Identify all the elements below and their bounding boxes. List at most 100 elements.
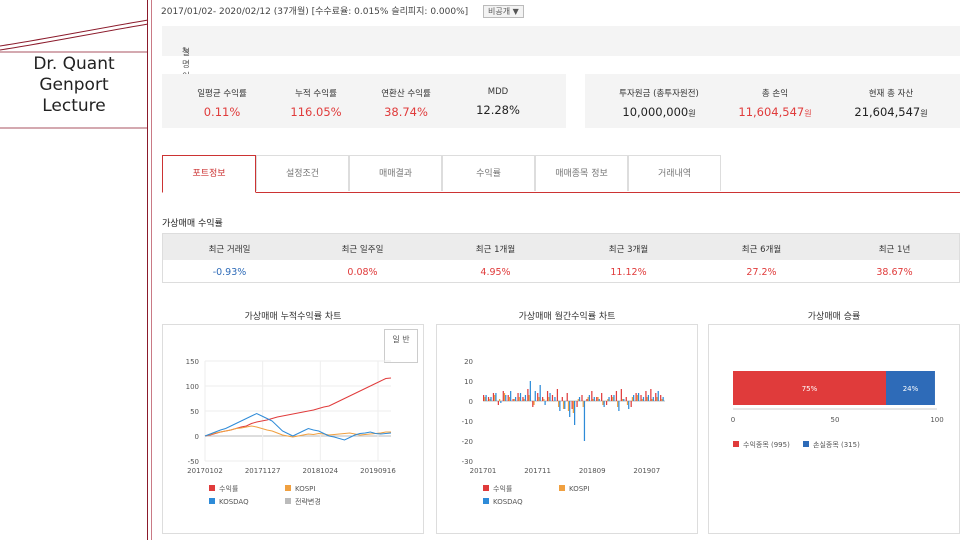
bar [494, 395, 496, 401]
result-tabs: 포트정보 설정조건 매매결과 수익률 매매종목 정보 거래내역 [162, 155, 960, 193]
tab-returns[interactable]: 수익률 [442, 155, 535, 191]
bar [640, 395, 642, 401]
cumulative-return-chart: -50 0 50 100 150 20170102 20171127 20181024 2019… [186, 358, 397, 506]
slide-title-line: Dr. Quant [33, 54, 115, 74]
stat-label: 현재 총 자산 [868, 89, 914, 99]
stat-value: 0.11% [203, 105, 241, 119]
visibility-select[interactable]: 비공개 ▼ [483, 5, 524, 18]
bar [537, 393, 539, 401]
legend-label: 전략변경 [295, 497, 321, 506]
x-tick-label: 100 [930, 416, 943, 424]
legend-label: 손실종목 (315) [813, 440, 860, 449]
stat-label: 투자원금 (총투자원전) [619, 89, 699, 99]
x-tick-label: 0 [731, 416, 735, 424]
bar [490, 397, 492, 401]
bar [587, 397, 589, 401]
bar [630, 401, 632, 407]
visibility-value: 비공개 [488, 7, 511, 16]
bar [582, 401, 584, 407]
returns-header-cell: 최근 1년 [878, 245, 911, 255]
x-tick-label: 20181024 [302, 467, 338, 475]
cumulative-chart-panel: 일 반 -50 0 50 100 150 20170102 20171127 20181024… [162, 324, 424, 534]
chart-toggle-button[interactable]: 일 반 [384, 329, 418, 363]
bar [553, 401, 555, 402]
returns-value-cell: 4.95% [480, 267, 511, 278]
bar [617, 401, 619, 407]
legend-swatch [209, 498, 215, 504]
bar [603, 401, 605, 407]
bar [505, 395, 507, 401]
bar [637, 393, 640, 401]
bar [625, 397, 627, 401]
stat-number: 10,000,000 [622, 105, 689, 119]
bar [546, 391, 549, 401]
bar [508, 397, 511, 401]
period-settings-text: 2017/01/02- 2020/02/12 (37개월) [수수료율: 0.0… [161, 7, 469, 17]
bar [524, 395, 527, 401]
y-tick-label: 10 [464, 378, 473, 386]
tab-trade-results[interactable]: 매매결과 [349, 155, 442, 191]
segment-label: 75% [802, 385, 818, 393]
tab-trade-history[interactable]: 거래내역 [628, 155, 721, 191]
x-tick-label: 20170102 [187, 467, 223, 475]
bar [522, 397, 524, 401]
bar [650, 389, 652, 401]
bar [548, 397, 550, 401]
stat-value: 116.05% [290, 105, 342, 119]
bar [498, 399, 501, 401]
bar [651, 399, 653, 401]
bar [523, 399, 525, 401]
bar [571, 401, 573, 409]
tab-stock-info[interactable]: 매매종목 정보 [535, 155, 628, 191]
bar [647, 395, 650, 401]
bar [512, 399, 514, 401]
bar [534, 391, 536, 401]
bar [596, 397, 598, 401]
bar [529, 381, 531, 401]
bar [613, 395, 615, 401]
legend-swatch [483, 498, 489, 504]
bar [626, 401, 629, 405]
winrate-chart: 75% 24% 0 50 100 수익종목 (995) 손실종목 (315) [731, 371, 944, 449]
x-tick-label: 201701 [470, 467, 497, 475]
slide-divider [147, 0, 148, 540]
x-tick-label: 201809 [579, 467, 606, 475]
bar [542, 397, 544, 401]
stat-total-pnl: 총 손익 11,604,547원 [715, 74, 835, 119]
x-tick-label: 50 [831, 416, 840, 424]
y-tick-label: -30 [462, 458, 473, 466]
slide-divider-2 [151, 0, 152, 540]
bar [567, 401, 570, 411]
bar [635, 393, 637, 401]
bar [489, 399, 491, 401]
tab-settings[interactable]: 설정조건 [256, 155, 349, 191]
stat-value: 11,604,547원 [715, 105, 835, 119]
legend-swatch [285, 485, 291, 491]
y-tick-label: 50 [190, 408, 199, 416]
legend-swatch [483, 485, 489, 491]
chart-title-cumulative: 가상매매 누적수익률 차트 [244, 312, 342, 322]
returns-header-cell: 최근 6개월 [741, 245, 782, 255]
bar [660, 395, 662, 401]
bar [620, 389, 622, 401]
tab-port-info[interactable]: 포트정보 [162, 155, 256, 193]
bar [623, 399, 625, 401]
bar [610, 395, 613, 401]
edit-pencil-icon[interactable]: ✎ [182, 46, 190, 56]
bar [645, 391, 647, 401]
winrate-segment [733, 371, 886, 405]
bar [554, 397, 556, 401]
bar [514, 397, 517, 401]
returns-table-header [163, 234, 959, 260]
bar [533, 401, 535, 405]
stat-number: 21,604,547 [854, 105, 921, 119]
stat-annual-return: 연환산 수익률 38.74% [356, 74, 456, 119]
bar [588, 395, 590, 401]
bar [562, 401, 565, 409]
bar [641, 399, 643, 401]
bar [656, 397, 658, 401]
y-tick-label: 20 [464, 358, 473, 366]
bar [581, 395, 583, 401]
winrate-segment [886, 371, 935, 405]
bar [566, 393, 568, 401]
